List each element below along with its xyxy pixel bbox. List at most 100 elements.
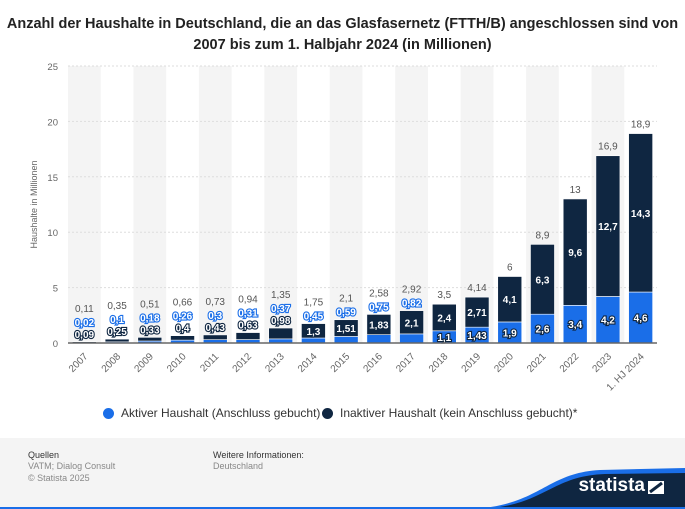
bar-active <box>595 296 621 344</box>
info: Deutschland <box>213 461 264 471</box>
logo-text: statista <box>578 475 645 496</box>
total-label: 6 <box>507 263 513 274</box>
x-tick-label: 2023 <box>591 351 615 375</box>
data-label-active: 0,31 <box>238 309 258 320</box>
y-axis-label: Haushalte in Millionen <box>29 160 39 248</box>
y-tick-label: 0 <box>53 339 58 350</box>
total-label: 0,11 <box>75 304 94 315</box>
y-tick-label: 5 <box>53 284 58 295</box>
data-label-inactive: 9,6 <box>568 248 582 259</box>
statista-icon <box>648 481 664 494</box>
bar-inactive <box>595 155 621 297</box>
sources[interactable]: VATM; Dialog Consult <box>28 461 116 471</box>
x-tick-label: 2012 <box>231 351 255 375</box>
data-label-active: 1,43 <box>467 331 487 342</box>
data-label-inactive: 0,63 <box>238 321 258 332</box>
x-tick-label: 2020 <box>492 351 516 375</box>
x-tick-label: 2014 <box>296 351 320 375</box>
x-tick-label: 2021 <box>525 351 549 375</box>
total-label: 1,75 <box>304 298 324 309</box>
data-label-active: 0,37 <box>271 304 291 315</box>
y-tick-label: 25 <box>47 62 58 73</box>
bar-chart: 0 5 10 15 20 25 Haushalte in Millionen 0,090,02… <box>29 62 657 393</box>
data-label-active: 0,02 <box>75 318 95 329</box>
total-label: 0,35 <box>107 301 127 312</box>
column-stripe <box>264 66 298 343</box>
bar-active <box>399 333 424 344</box>
data-label-inactive: 1,51 <box>336 324 356 335</box>
bar-inactive <box>235 332 261 340</box>
total-label: 2,58 <box>369 288 389 299</box>
x-tick-label: 2007 <box>67 351 91 375</box>
data-label-active: 0,3 <box>208 311 222 322</box>
copyright: © Statista 2025 <box>28 473 90 483</box>
total-label: 0,73 <box>206 297 226 308</box>
data-label-active: 2,6 <box>536 325 550 336</box>
x-tick-label: 2009 <box>132 351 156 375</box>
data-label-active: 0,1 <box>110 315 124 326</box>
data-label-active: 1,1 <box>437 333 451 344</box>
data-label-active: 4,6 <box>634 314 648 325</box>
data-label-active: 0,45 <box>304 312 324 323</box>
info-heading: Weitere Informationen: <box>213 450 304 460</box>
data-label-inactive: 0,4 <box>176 324 190 335</box>
x-tick-label: 2019 <box>460 351 484 375</box>
data-label-active: 0,59 <box>336 308 356 319</box>
bar-inactive <box>399 310 424 335</box>
data-label-active: 3,4 <box>568 320 582 331</box>
footer: Quellen VATM; Dialog Consult © Statista … <box>0 438 685 509</box>
x-tick-label: 2010 <box>165 351 189 375</box>
legend-swatch-inactive <box>322 407 333 419</box>
data-label-inactive: 14,3 <box>631 209 651 220</box>
bar-inactive <box>333 319 359 337</box>
x-tick-label: 2011 <box>198 351 221 374</box>
data-label-inactive: 0,98 <box>271 316 291 327</box>
bar-active <box>333 336 359 344</box>
data-label-inactive: 2,4 <box>437 314 451 325</box>
data-label-inactive: 2,71 <box>467 308 487 319</box>
data-label-inactive: 1,83 <box>369 321 389 332</box>
x-tick-label: 2022 <box>558 351 582 375</box>
bar-active <box>366 334 392 344</box>
total-label: 18,9 <box>631 120 651 131</box>
bar-inactive <box>170 335 195 341</box>
data-label-inactive: 2,1 <box>405 318 419 329</box>
total-label: 16,9 <box>598 142 618 153</box>
bar-inactive <box>628 133 653 293</box>
column-stripe <box>133 66 167 343</box>
legend-item-inactive[interactable]: Inaktiver Haushalt (kein Anschluss gebuc… <box>322 406 577 420</box>
bar-inactive <box>432 303 457 332</box>
total-label: 4,14 <box>467 283 487 294</box>
data-label-inactive: 0,09 <box>75 330 95 341</box>
bar-inactive <box>497 276 523 323</box>
total-label: 0,66 <box>173 298 193 309</box>
x-tick-label: 2013 <box>263 351 287 375</box>
data-label-inactive: 0,25 <box>107 327 127 338</box>
column-stripe <box>329 66 363 343</box>
bar-inactive <box>104 338 130 343</box>
bar-inactive <box>202 334 228 340</box>
data-label-inactive: 4,1 <box>503 295 517 306</box>
total-label: 13 <box>570 185 582 196</box>
data-label-inactive: 0,43 <box>206 323 226 334</box>
bar-inactive <box>137 337 163 342</box>
total-label: 0,51 <box>140 299 160 310</box>
x-tick-label: 2008 <box>100 351 124 375</box>
bar-inactive <box>301 323 326 339</box>
bar-inactive <box>268 327 293 340</box>
data-label-active: 0,18 <box>140 313 160 324</box>
data-label-inactive: 6,3 <box>536 275 550 286</box>
x-tick-label: 2017 <box>394 351 418 375</box>
x-tick-label: 2018 <box>427 351 451 375</box>
total-label: 2,92 <box>402 285 422 296</box>
bar-inactive <box>464 296 490 328</box>
total-label: 8,9 <box>536 230 550 241</box>
bar-active <box>562 305 588 344</box>
x-tick-label: 2016 <box>361 351 385 375</box>
data-label-inactive: 1,3 <box>306 327 320 338</box>
total-label: 3,5 <box>437 290 451 301</box>
legend-item-active[interactable]: Aktiver Haushalt (Anschluss gebucht) <box>103 406 320 420</box>
data-label-active: 1,9 <box>503 328 517 339</box>
bar-inactive <box>530 244 555 315</box>
statista-logo-banner <box>0 468 685 509</box>
